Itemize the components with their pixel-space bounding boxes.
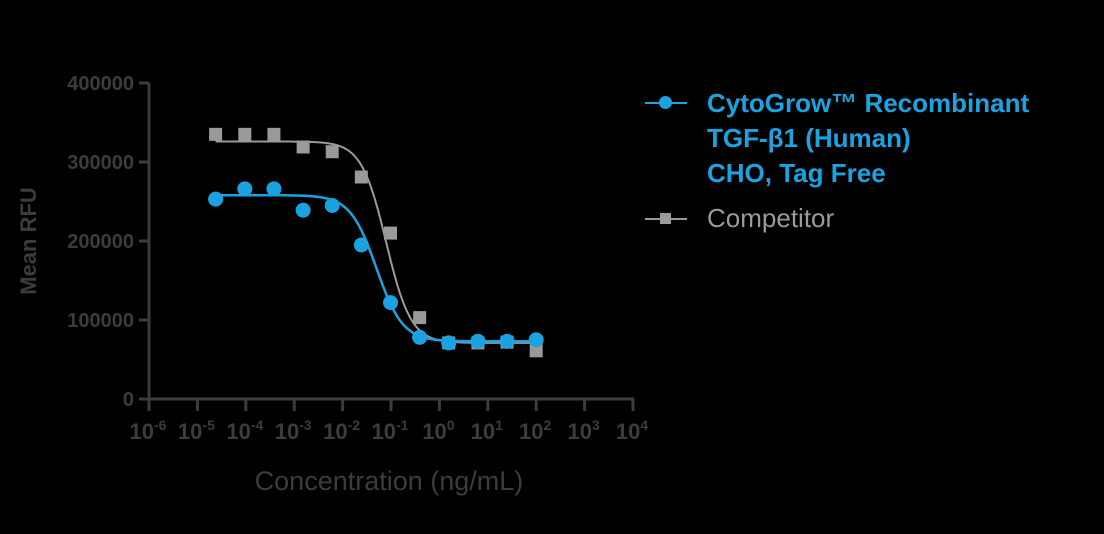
data-point-circle bbox=[237, 181, 253, 197]
data-point-circle bbox=[412, 329, 428, 345]
data-point-square bbox=[209, 127, 223, 141]
legend-label-line: CytoGrow™ Recombinant bbox=[707, 88, 1030, 118]
data-point-circle bbox=[295, 202, 311, 218]
legend-label-line: TGF-β1 (Human) bbox=[707, 123, 911, 153]
data-point-square bbox=[384, 226, 398, 240]
data-point-square bbox=[296, 140, 310, 154]
x-tick-label: 10-3 bbox=[275, 417, 312, 444]
y-tick-label: 400000 bbox=[67, 73, 134, 95]
x-tick-label: 104 bbox=[616, 417, 648, 444]
data-point-square bbox=[413, 311, 427, 325]
x-tick-label: 10-4 bbox=[226, 417, 263, 444]
legend: CytoGrow™ Recombinant TGF-β1 (Human) CHO… bbox=[645, 86, 1029, 246]
y-tick-label: 200000 bbox=[67, 231, 134, 253]
fit-curve bbox=[215, 140, 536, 344]
data-point-circle bbox=[324, 197, 340, 213]
data-point-circle bbox=[266, 181, 282, 197]
data-point-square bbox=[267, 127, 281, 141]
legend-item-competitor: Competitor bbox=[645, 201, 1029, 236]
data-points bbox=[208, 127, 544, 358]
axes: 0 100000 200000 300000 400000 10-6 10-5 10-4 10-… bbox=[67, 73, 648, 444]
x-tick-label: 10-5 bbox=[178, 417, 215, 444]
data-point-square bbox=[325, 145, 339, 159]
x-tick-label: 100 bbox=[422, 417, 454, 444]
x-axis-title: Concentration (ng/mL) bbox=[255, 466, 524, 496]
x-tick-label: 10-1 bbox=[372, 417, 409, 444]
data-point-circle bbox=[353, 237, 369, 253]
data-point-circle bbox=[208, 191, 224, 207]
fit-curves bbox=[215, 140, 536, 344]
x-tick-label: 101 bbox=[471, 417, 503, 444]
circle-marker-icon bbox=[645, 86, 687, 112]
data-point-square bbox=[354, 170, 368, 184]
data-point-square bbox=[238, 127, 252, 141]
legend-item-cytogrow: CytoGrow™ Recombinant TGF-β1 (Human) CHO… bbox=[645, 86, 1029, 191]
square-marker-icon bbox=[645, 201, 687, 227]
data-point-square bbox=[529, 344, 543, 358]
y-tick-label: 0 bbox=[123, 389, 134, 411]
legend-label-line: Competitor bbox=[707, 203, 835, 233]
data-point-circle bbox=[528, 332, 544, 348]
data-point-circle bbox=[470, 333, 486, 349]
x-tick-label: 102 bbox=[519, 417, 551, 444]
x-tick-label: 103 bbox=[567, 417, 599, 444]
x-tick-label: 10-2 bbox=[323, 417, 360, 444]
legend-label-line: CHO, Tag Free bbox=[707, 158, 886, 188]
data-point-circle bbox=[383, 295, 399, 311]
data-point-circle bbox=[499, 333, 515, 349]
fit-curve bbox=[215, 193, 536, 343]
y-axis-title: Mean RFU bbox=[16, 187, 41, 295]
y-tick-label: 300000 bbox=[67, 152, 134, 174]
y-tick-label: 100000 bbox=[67, 310, 134, 332]
data-point-circle bbox=[441, 335, 457, 351]
x-tick-label: 10-6 bbox=[130, 417, 167, 444]
